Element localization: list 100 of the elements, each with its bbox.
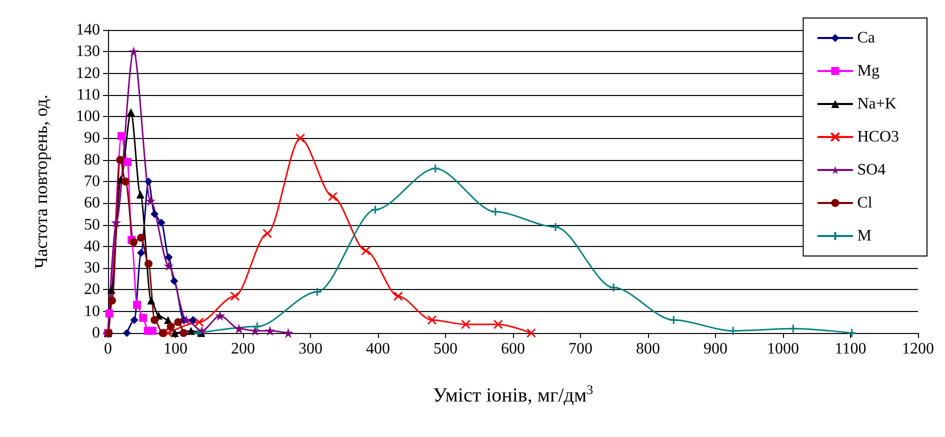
- x-tick-label: 100: [164, 340, 188, 358]
- point: [130, 316, 138, 324]
- point: [370, 204, 380, 214]
- x-tick-label: 400: [366, 340, 390, 358]
- point: [122, 178, 130, 186]
- point: [174, 318, 182, 326]
- point: [147, 296, 156, 305]
- x-tick-label: 1100: [834, 340, 866, 358]
- point: [283, 328, 294, 338]
- point: [139, 314, 148, 322]
- point: [788, 324, 798, 334]
- point: [296, 133, 306, 143]
- legend-label: Na+K: [857, 96, 897, 112]
- y-tick-label: 10: [84, 302, 100, 320]
- point: [157, 218, 166, 227]
- point: [118, 132, 126, 140]
- point: [234, 324, 244, 334]
- point: [130, 238, 138, 246]
- point: [265, 326, 275, 336]
- y-tick-label: 100: [76, 108, 100, 126]
- point: [170, 329, 179, 337]
- point: [328, 192, 338, 202]
- legend-label: Cl: [857, 194, 873, 212]
- y-axis-title: Частота повторень, од.: [31, 94, 51, 268]
- point: [150, 316, 159, 324]
- point: [668, 315, 678, 325]
- y-tick-label: 20: [84, 281, 100, 298]
- point: [146, 196, 156, 206]
- point: [124, 158, 132, 166]
- point: [108, 296, 116, 305]
- point: [427, 315, 437, 325]
- point: [148, 326, 157, 335]
- y-tick-label: 0: [92, 324, 100, 342]
- y-tick-label: 50: [84, 216, 100, 234]
- legend-label: Ca: [857, 30, 875, 46]
- point: [608, 282, 618, 292]
- point: [163, 328, 173, 338]
- point: [262, 228, 272, 238]
- point: [490, 207, 500, 217]
- point: [137, 248, 146, 257]
- x-tick-label: 200: [231, 340, 255, 358]
- y-tick-label: 110: [76, 86, 100, 104]
- x-tick-label: 300: [298, 340, 322, 358]
- point: [105, 310, 114, 318]
- x-tick-label: 500: [434, 340, 458, 358]
- x-tick-label: 1200: [902, 340, 934, 358]
- legend-label: HCO3: [857, 128, 899, 146]
- y-tick-label: 90: [84, 130, 100, 147]
- point: [430, 164, 440, 174]
- point: [166, 322, 175, 331]
- point: [150, 210, 159, 218]
- point: [361, 246, 371, 256]
- point: [136, 190, 144, 198]
- point: [312, 287, 322, 297]
- point: [194, 317, 204, 327]
- point: [215, 310, 226, 321]
- legend-label: Mg: [857, 62, 880, 80]
- point: [144, 260, 152, 268]
- x-tick-label: 1000: [767, 340, 799, 358]
- x-tick-label: 900: [704, 340, 728, 358]
- point: [137, 234, 146, 242]
- point: [461, 320, 470, 330]
- point: [230, 291, 240, 301]
- x-tick-label: 600: [501, 340, 525, 358]
- point: [728, 326, 738, 336]
- point: [847, 328, 857, 338]
- y-tick-label: 60: [84, 194, 100, 212]
- legend-label: SO4: [857, 162, 886, 178]
- point: [193, 328, 203, 338]
- y-tick-label: 40: [84, 238, 100, 255]
- point: [526, 328, 536, 338]
- x-tick-label: 0: [104, 340, 112, 358]
- point: [116, 156, 124, 164]
- point: [181, 315, 192, 326]
- y-tick-label: 30: [84, 260, 100, 277]
- point: [170, 277, 178, 286]
- point: [550, 222, 560, 232]
- y-tick-label: 80: [84, 151, 100, 168]
- x-tick-label: 700: [568, 340, 592, 358]
- point: [107, 286, 116, 294]
- y-tick-label: 140: [76, 22, 100, 38]
- point: [394, 291, 403, 301]
- y-tick-label: 130: [76, 43, 100, 60]
- legend-label: M: [857, 228, 872, 244]
- point: [180, 329, 188, 337]
- point: [158, 329, 167, 337]
- point: [128, 46, 139, 57]
- point: [144, 178, 152, 186]
- point: [187, 326, 196, 335]
- point: [111, 218, 122, 228]
- point: [126, 108, 135, 116]
- point: [252, 322, 262, 332]
- point: [122, 329, 131, 337]
- point: [164, 260, 174, 271]
- point: [164, 253, 173, 262]
- point: [133, 300, 142, 309]
- x-tick-label: 800: [636, 340, 660, 358]
- y-tick-label: 70: [84, 173, 100, 190]
- y-tick-label: 120: [76, 64, 100, 82]
- point: [250, 326, 260, 336]
